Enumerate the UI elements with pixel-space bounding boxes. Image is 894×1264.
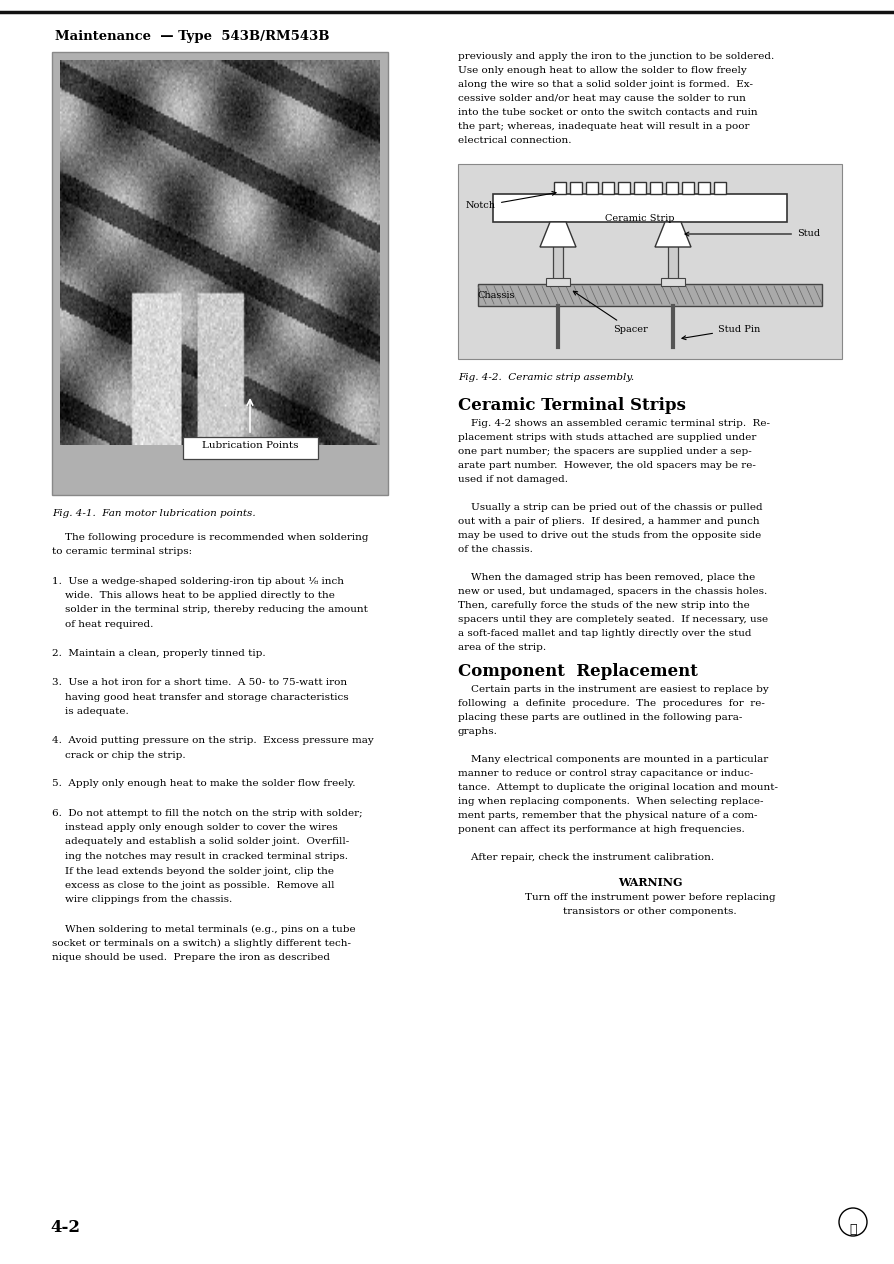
- Bar: [553, 182, 565, 193]
- Text: placing these parts are outlined in the following para-: placing these parts are outlined in the …: [458, 713, 741, 722]
- Bar: [665, 182, 678, 193]
- Text: ment parts, remember that the physical nature of a com-: ment parts, remember that the physical n…: [458, 811, 756, 820]
- Text: excess as close to the joint as possible.  Remove all: excess as close to the joint as possible…: [52, 881, 334, 890]
- Text: 4-2: 4-2: [50, 1218, 80, 1236]
- Text: When the damaged strip has been removed, place the: When the damaged strip has been removed,…: [458, 573, 755, 581]
- Text: 4.  Avoid putting pressure on the strip.  Excess pressure may: 4. Avoid putting pressure on the strip. …: [52, 736, 374, 744]
- Text: manner to reduce or control stray capacitance or induc-: manner to reduce or control stray capaci…: [458, 769, 753, 779]
- Text: arate part number.  However, the old spacers may be re-: arate part number. However, the old spac…: [458, 461, 755, 470]
- Text: instead apply only enough solder to cover the wires: instead apply only enough solder to cove…: [52, 823, 337, 832]
- Bar: [52, 52, 388, 495]
- Text: Then, carefully force the studs of the new strip into the: Then, carefully force the studs of the n…: [458, 600, 749, 611]
- Text: of heat required.: of heat required.: [52, 621, 153, 629]
- Text: Many electrical components are mounted in a particular: Many electrical components are mounted i…: [458, 755, 767, 763]
- Text: cessive solder and/or heat may cause the solder to run: cessive solder and/or heat may cause the…: [458, 94, 745, 102]
- Text: Fig. 4-1.  Fan motor lubrication points.: Fig. 4-1. Fan motor lubrication points.: [52, 509, 256, 518]
- Text: Spacer: Spacer: [573, 291, 646, 334]
- Text: Certain parts in the instrument are easiest to replace by: Certain parts in the instrument are easi…: [458, 685, 768, 694]
- Bar: [586, 182, 597, 193]
- Text: new or used, but undamaged, spacers in the chassis holes.: new or used, but undamaged, spacers in t…: [458, 586, 766, 597]
- Text: WARNING: WARNING: [617, 877, 681, 889]
- Polygon shape: [539, 222, 576, 246]
- Bar: [569, 182, 581, 193]
- Bar: [661, 278, 684, 286]
- Text: tance.  Attempt to duplicate the original location and mount-: tance. Attempt to duplicate the original…: [458, 782, 777, 793]
- Text: Notch: Notch: [466, 191, 555, 211]
- Text: Maintenance  — Type  543B/RM543B: Maintenance — Type 543B/RM543B: [55, 30, 329, 43]
- Bar: [182, 437, 317, 459]
- Text: to ceramic terminal strips:: to ceramic terminal strips:: [52, 547, 192, 556]
- Text: one part number; the spacers are supplied under a sep-: one part number; the spacers are supplie…: [458, 447, 751, 456]
- Text: of the chassis.: of the chassis.: [458, 545, 532, 554]
- Text: ing the notches may result in cracked terminal strips.: ing the notches may result in cracked te…: [52, 852, 348, 861]
- Text: Stud: Stud: [684, 230, 819, 239]
- Polygon shape: [654, 222, 690, 246]
- Text: Fig. 4-2 shows an assembled ceramic terminal strip.  Re-: Fig. 4-2 shows an assembled ceramic term…: [458, 418, 769, 428]
- Bar: [458, 164, 841, 359]
- Text: If the lead extends beyond the solder joint, clip the: If the lead extends beyond the solder jo…: [52, 867, 333, 876]
- Text: is adequate.: is adequate.: [52, 707, 129, 715]
- Bar: [681, 182, 693, 193]
- Text: solder in the terminal strip, thereby reducing the amount: solder in the terminal strip, thereby re…: [52, 605, 367, 614]
- Text: placement strips with studs attached are supplied under: placement strips with studs attached are…: [458, 434, 755, 442]
- Text: 5.  Apply only enough heat to make the solder flow freely.: 5. Apply only enough heat to make the so…: [52, 780, 355, 789]
- Text: The following procedure is recommended when soldering: The following procedure is recommended w…: [52, 533, 368, 542]
- Text: 6.  Do not attempt to fill the notch on the strip with solder;: 6. Do not attempt to fill the notch on t…: [52, 809, 362, 818]
- Text: having good heat transfer and storage characteristics: having good heat transfer and storage ch…: [52, 693, 349, 702]
- Text: Ⓐ: Ⓐ: [848, 1224, 856, 1236]
- Bar: [545, 278, 569, 286]
- Text: socket or terminals on a switch) a slightly different tech-: socket or terminals on a switch) a sligh…: [52, 939, 350, 948]
- Text: area of the strip.: area of the strip.: [458, 643, 545, 652]
- Text: Use only enough heat to allow the solder to flow freely: Use only enough heat to allow the solder…: [458, 66, 746, 75]
- Bar: [713, 182, 725, 193]
- Text: wide.  This allows heat to be applied directly to the: wide. This allows heat to be applied dir…: [52, 592, 334, 600]
- Text: spacers until they are completely seated.  If necessary, use: spacers until they are completely seated…: [458, 616, 767, 624]
- Text: electrical connection.: electrical connection.: [458, 137, 571, 145]
- Text: When soldering to metal terminals (e.g., pins on a tube: When soldering to metal terminals (e.g.,…: [52, 924, 355, 934]
- Text: adequately and establish a solid solder joint.  Overfill-: adequately and establish a solid solder …: [52, 838, 349, 847]
- Bar: [649, 182, 662, 193]
- Bar: [618, 182, 629, 193]
- Text: Fig. 4-2.  Ceramic strip assembly.: Fig. 4-2. Ceramic strip assembly.: [458, 373, 634, 382]
- Bar: [477, 284, 821, 306]
- Text: Turn off the instrument power before replacing: Turn off the instrument power before rep…: [524, 892, 774, 902]
- Text: 2.  Maintain a clean, properly tinned tip.: 2. Maintain a clean, properly tinned tip…: [52, 648, 266, 659]
- Text: nique should be used.  Prepare the iron as described: nique should be used. Prepare the iron a…: [52, 953, 330, 962]
- Text: crack or chip the strip.: crack or chip the strip.: [52, 751, 185, 760]
- Text: may be used to drive out the studs from the opposite side: may be used to drive out the studs from …: [458, 531, 761, 540]
- Text: Stud Pin: Stud Pin: [681, 325, 759, 340]
- Text: graphs.: graphs.: [458, 727, 497, 736]
- Text: Usually a strip can be pried out of the chassis or pulled: Usually a strip can be pried out of the …: [458, 503, 762, 512]
- Text: used if not damaged.: used if not damaged.: [458, 475, 568, 484]
- Text: Component  Replacement: Component Replacement: [458, 664, 697, 680]
- Text: ing when replacing components.  When selecting replace-: ing when replacing components. When sele…: [458, 798, 763, 806]
- Text: 3.  Use a hot iron for a short time.  A 50- to 75-watt iron: 3. Use a hot iron for a short time. A 50…: [52, 678, 347, 688]
- Text: into the tube socket or onto the switch contacts and ruin: into the tube socket or onto the switch …: [458, 107, 757, 118]
- Text: Ceramic Strip: Ceramic Strip: [604, 214, 674, 222]
- Text: ponent can affect its performance at high frequencies.: ponent can affect its performance at hig…: [458, 825, 744, 834]
- Text: 1.  Use a wedge-shaped soldering-iron tip about ⅛ inch: 1. Use a wedge-shaped soldering-iron tip…: [52, 576, 343, 585]
- Text: transistors or other components.: transistors or other components.: [562, 908, 736, 916]
- Text: previously and apply the iron to the junction to be soldered.: previously and apply the iron to the jun…: [458, 52, 773, 61]
- Text: the part; whereas, inadequate heat will result in a poor: the part; whereas, inadequate heat will …: [458, 123, 748, 131]
- Text: wire clippings from the chassis.: wire clippings from the chassis.: [52, 895, 232, 905]
- Bar: [633, 182, 645, 193]
- Bar: [602, 182, 613, 193]
- Text: Lubrication Points: Lubrication Points: [201, 440, 298, 450]
- Text: following  a  definite  procedure.  The  procedures  for  re-: following a definite procedure. The proc…: [458, 699, 764, 708]
- Text: out with a pair of pliers.  If desired, a hammer and punch: out with a pair of pliers. If desired, a…: [458, 517, 759, 526]
- Bar: [552, 222, 562, 284]
- Text: a soft-faced mallet and tap lightly directly over the stud: a soft-faced mallet and tap lightly dire…: [458, 629, 751, 638]
- Text: After repair, check the instrument calibration.: After repair, check the instrument calib…: [458, 853, 713, 862]
- Text: Chassis: Chassis: [477, 292, 515, 301]
- Text: along the wire so that a solid solder joint is formed.  Ex-: along the wire so that a solid solder jo…: [458, 80, 752, 88]
- Bar: [667, 222, 678, 284]
- Bar: [697, 182, 709, 193]
- Text: Ceramic Terminal Strips: Ceramic Terminal Strips: [458, 397, 685, 415]
- Bar: [493, 193, 786, 222]
